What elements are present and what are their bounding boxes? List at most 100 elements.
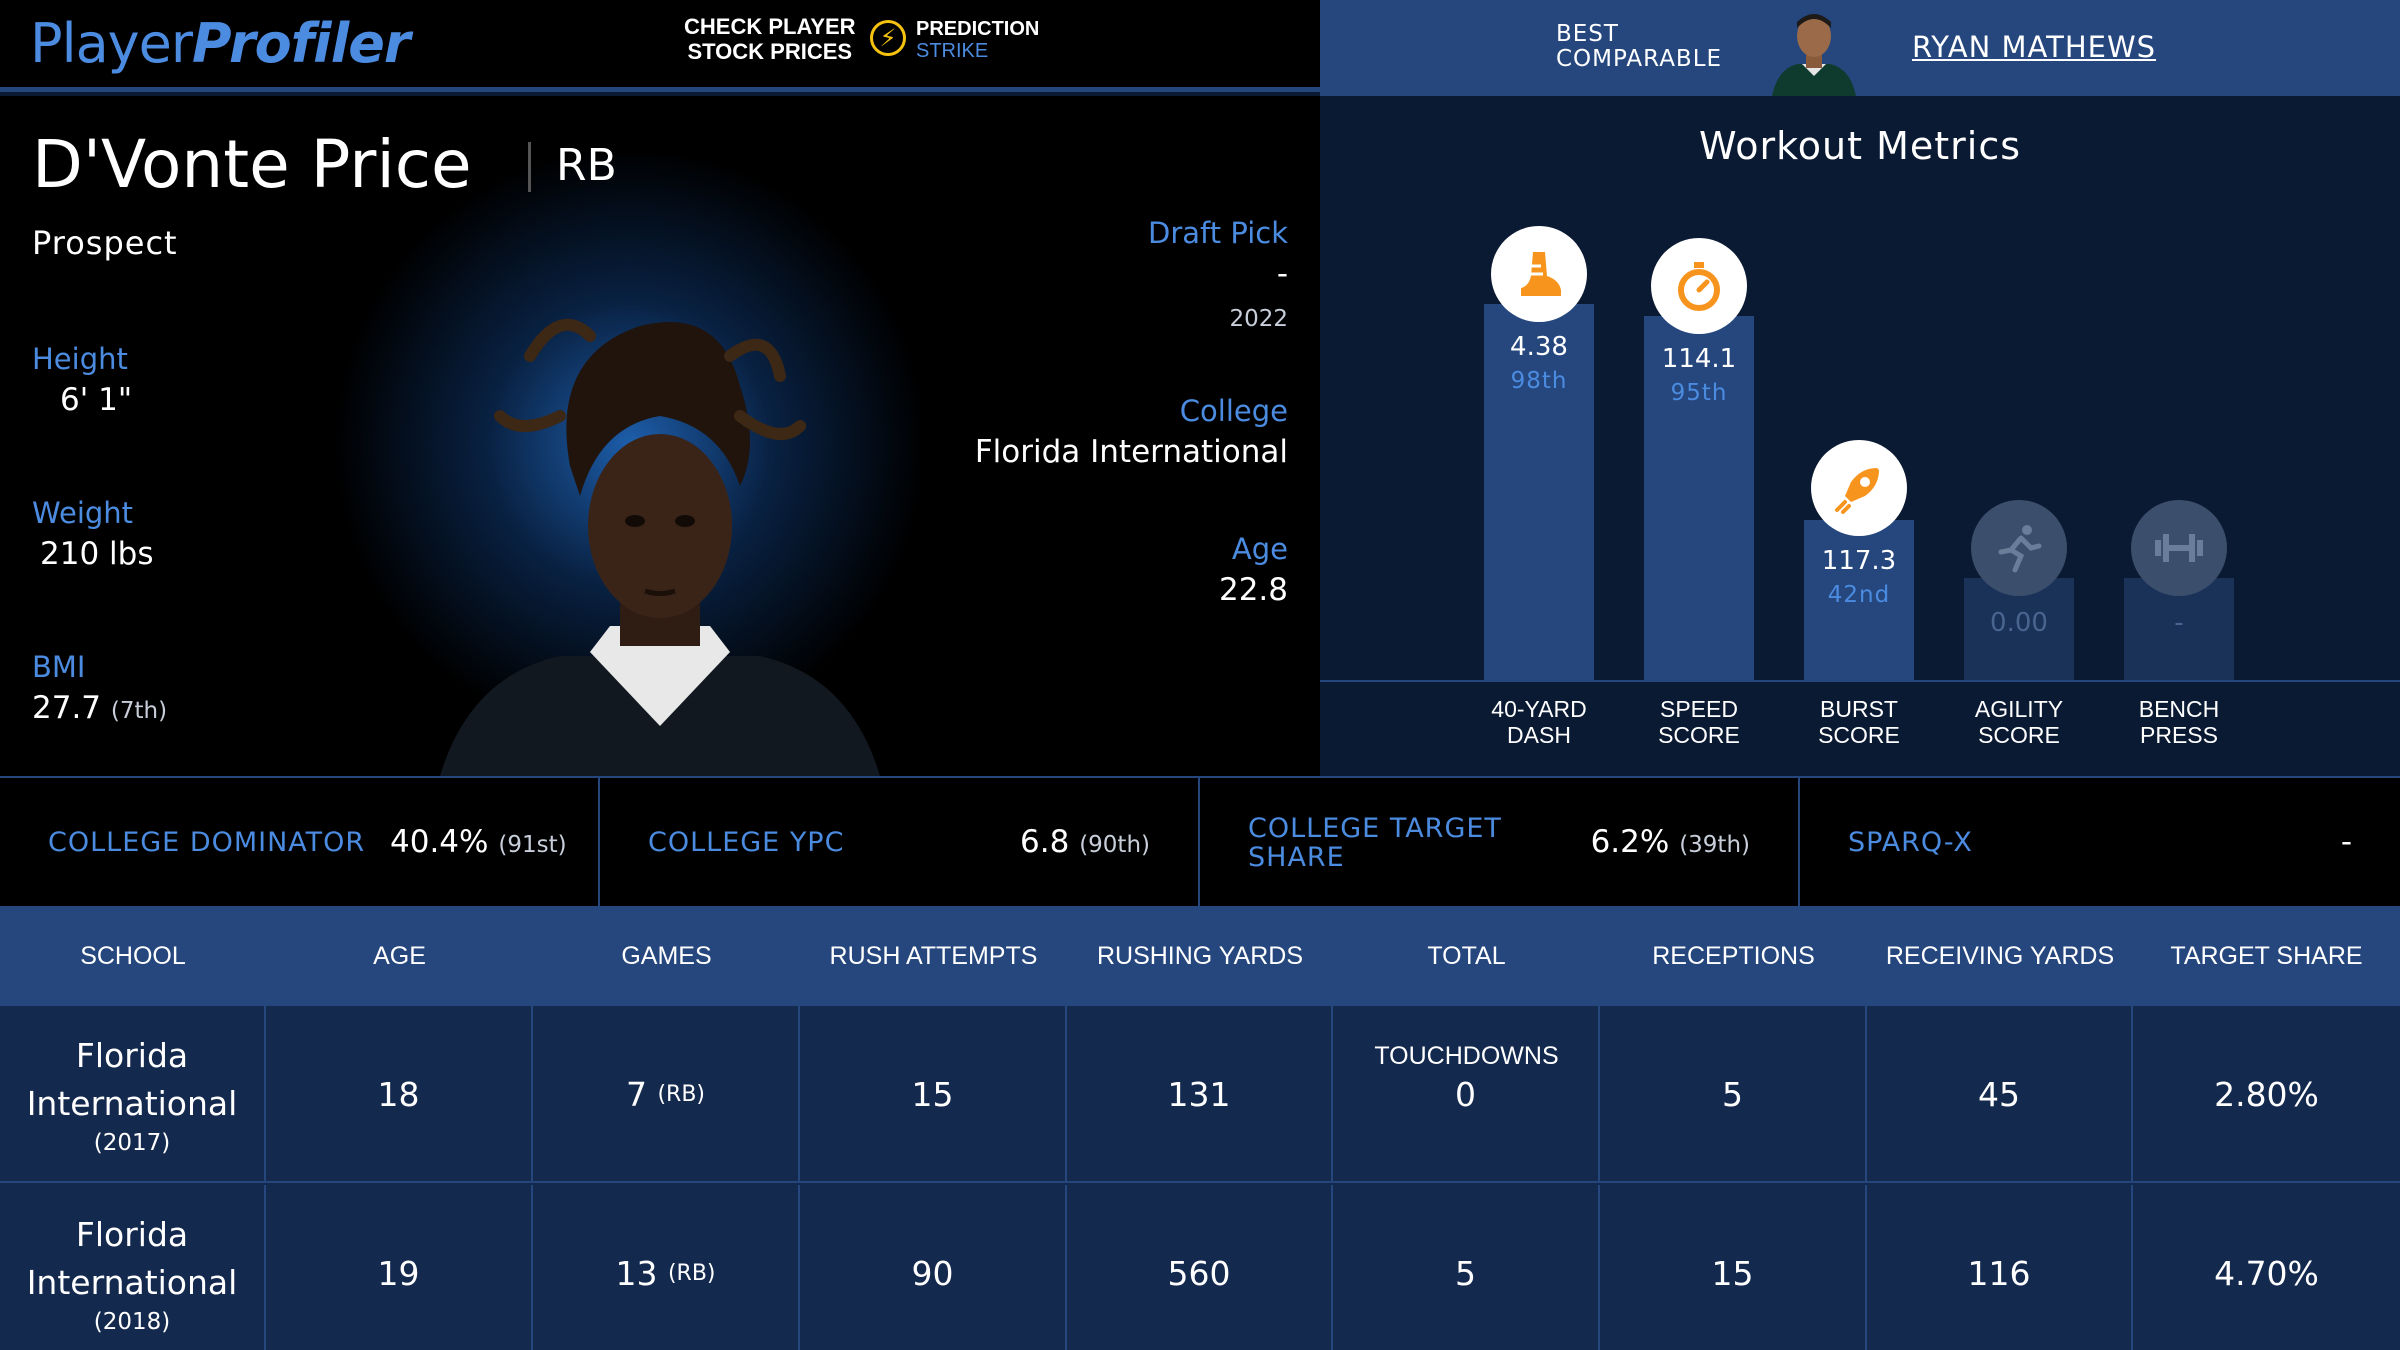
college-value: Florida International (974, 434, 1288, 470)
metric-label-burst-score-line-1: BURST (1820, 696, 1898, 722)
cell-games: 13 (RB) (533, 1185, 800, 1350)
metric-percentile-burst-score: 42nd (1827, 582, 1891, 608)
age-label: Age (1231, 532, 1288, 566)
metric-label-bench-press: BENCH PRESS (2109, 696, 2249, 748)
school-name-line-2: International (26, 1083, 238, 1123)
stat-college-dominator: COLLEGE DOMINATOR 40.4% (91st) (0, 778, 600, 906)
metric-label-40-yard: 40-YARD DASH (1469, 696, 1609, 748)
player-profile-panel: D'Vonte Price RB Prospect Height 6' 1" W… (0, 96, 1320, 776)
cell-school: Florida International (2017) (0, 1006, 266, 1183)
bmi-value: 27.7 (7th) (32, 690, 167, 726)
metric-value-agility-score: 0.00 (1990, 608, 2048, 638)
stat-value: 6.2% (39th) (1591, 824, 1750, 860)
cell-receiving-yards: 116 (1867, 1185, 2133, 1350)
cell-school: Florida International (2018) (0, 1185, 266, 1350)
stat-number: 40.4% (390, 824, 489, 860)
college-stats-table: SCHOOL AGE GAMES RUSH ATTEMPTS RUSHING Y… (0, 906, 2400, 1350)
metric-label-agility-score: AGILITY SCORE (1949, 696, 2089, 748)
metric-label-40-yard-line-1: 40-YARD (1491, 696, 1587, 722)
metric-label-40-yard-line-2: DASH (1507, 722, 1571, 748)
column-header-school[interactable]: SCHOOL (80, 942, 186, 970)
games-position: (RB) (667, 1261, 716, 1286)
stat-rank: (90th) (1079, 832, 1150, 858)
top-bar: PlayerProfiler CHECK PLAYER STOCK PRICES… (0, 0, 1320, 92)
column-header-rush-attempts[interactable]: RUSH ATTEMPTS (829, 942, 1038, 970)
column-header-games[interactable]: GAMES (621, 942, 712, 970)
bar-speed-score (1644, 316, 1754, 680)
metric-label-agility-score-line-2: SCORE (1978, 722, 2060, 748)
stat-label: SPARQ-X (1848, 827, 1973, 858)
school-name-line-1: Florida (75, 1035, 189, 1075)
table-header: SCHOOL AGE GAMES RUSH ATTEMPTS RUSHING Y… (0, 906, 2400, 1070)
stat-college-target-share: COLLEGE TARGET SHARE 6.2% (39th) (1200, 778, 1800, 906)
sponsor-line-1: PREDICTION (916, 18, 1040, 40)
column-header-total-touchdowns[interactable]: TOTAL TOUCHDOWNS (1374, 942, 1559, 1070)
cell-age: 18 (266, 1006, 533, 1183)
stat-label: COLLEGE YPC (648, 827, 845, 858)
stat-rank: (39th) (1679, 832, 1750, 858)
metric-percentile-speed-score: 95th (1670, 380, 1728, 406)
bmi-label: BMI (32, 650, 86, 684)
stat-value: 6.8 (90th) (1020, 824, 1150, 860)
lightning-bolt-icon: ⚡ (870, 20, 906, 56)
metric-label-burst-score-line-2: SCORE (1818, 722, 1900, 748)
comparable-player-avatar (1772, 14, 1856, 96)
weight-label: Weight (32, 496, 134, 530)
stat-label: COLLEGE TARGET SHARE (1248, 813, 1502, 873)
column-header-age[interactable]: AGE (373, 942, 426, 970)
draft-pick-label: Draft Pick (1148, 216, 1288, 250)
stat-label: COLLEGE DOMINATOR (48, 827, 366, 858)
stopwatch-icon (1651, 238, 1747, 334)
shoe-icon (1491, 226, 1587, 322)
runner-icon (1971, 500, 2067, 596)
metric-label-bench-press-line-2: PRESS (2140, 722, 2218, 748)
metric-label-agility-score-line-1: AGILITY (1974, 696, 2064, 722)
column-header-target-share[interactable]: TARGET SHARE (2170, 942, 2363, 970)
metric-label-bench-press-line-1: BENCH (2138, 696, 2220, 722)
stat-number: 6.2% (1590, 824, 1670, 860)
column-header-receptions[interactable]: RECEPTIONS (1652, 942, 1815, 970)
cell-receiving-yards: 45 (1867, 1006, 2133, 1183)
bar-burst-score (1804, 520, 1914, 680)
metric-label-speed-score-line-1: SPEED (1660, 696, 1738, 722)
school-name-line-1: Florida (75, 1214, 189, 1254)
school-year: (2018) (93, 1308, 171, 1335)
games-count: 13 (615, 1254, 658, 1293)
metric-percentile-40-yard: 98th (1510, 368, 1568, 394)
school-name-line-2: International (26, 1262, 238, 1302)
promo-line-1: CHECK PLAYER (684, 14, 856, 39)
games-position: (RB) (657, 1082, 706, 1107)
player-headshot (440, 318, 880, 776)
player-name: D'Vonte Price (32, 126, 472, 203)
best-comparable-label: BEST COMPARABLE (1556, 22, 1722, 72)
cell-rush-attempts: 15 (800, 1006, 1067, 1183)
rocket-icon (1811, 440, 1907, 536)
age-value: 22.8 (1218, 572, 1288, 608)
cell-rushing-yards: 131 (1067, 1006, 1333, 1183)
comparable-player-link[interactable]: RYAN MATHEWS (1912, 30, 2157, 64)
player-status: Prospect (32, 224, 178, 262)
bmi-rank: (7th) (110, 698, 168, 724)
bar-40-yard-dash (1484, 304, 1594, 680)
sponsor-line-2: STRIKE (916, 40, 989, 62)
site-logo[interactable]: PlayerProfiler (30, 12, 410, 75)
column-header-receiving-yards[interactable]: RECEIVING YARDS (1885, 942, 2115, 970)
promo-line-2: STOCK PRICES (687, 39, 853, 64)
cell-target-share: 2.80% (2214, 1075, 2319, 1114)
metric-label-speed-score-line-2: SCORE (1658, 722, 1740, 748)
best-label-line-2: COMPARABLE (1556, 46, 1723, 72)
promo-link[interactable]: CHECK PLAYER STOCK PRICES (684, 14, 856, 64)
cell-rushing-yards: 560 (1067, 1185, 1333, 1350)
metric-value-burst-score: 117.3 (1821, 546, 1897, 576)
stat-sparq-x: SPARQ-X - (1800, 778, 2400, 906)
chart-baseline (1320, 680, 2400, 682)
best-comparable-bar: BEST COMPARABLE RYAN MATHEWS (1320, 0, 2400, 96)
metric-label-speed-score: SPEED SCORE (1629, 696, 1769, 748)
column-header-rushing-yards[interactable]: RUSHING YARDS (1096, 942, 1304, 970)
best-label-line-1: BEST (1556, 21, 1619, 47)
logo-light-text: Player (30, 12, 193, 75)
cell-total-touchdowns: 0 (1333, 1006, 1600, 1183)
draft-year: 2022 (1229, 306, 1288, 332)
sponsor-logo[interactable]: PREDICTION STRIKE (916, 18, 1039, 62)
